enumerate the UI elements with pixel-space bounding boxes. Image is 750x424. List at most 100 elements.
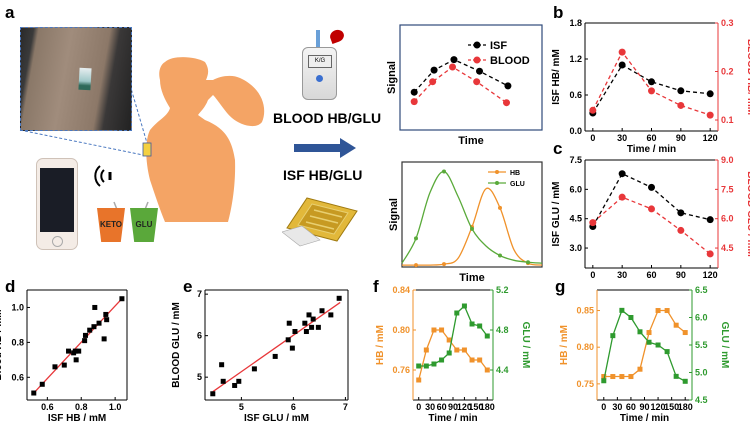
data-point xyxy=(469,321,475,327)
phone-home-button xyxy=(52,236,63,247)
panel-label-d: d xyxy=(5,277,16,296)
y2-tick-label: 0.2 xyxy=(721,66,734,76)
data-point xyxy=(682,378,688,384)
legend-marker xyxy=(473,41,481,49)
data-point xyxy=(103,311,109,317)
data-point xyxy=(477,357,483,363)
y-tick-label: 1.2 xyxy=(569,54,582,64)
data-point xyxy=(410,88,418,96)
y-tick-label: 0.6 xyxy=(569,90,582,100)
x-axis-label: Time xyxy=(458,135,483,147)
panel-label-c: c xyxy=(553,139,563,158)
y-tick-label: 0.8 xyxy=(11,337,24,347)
y2-axis-label: BLOOD HB/ mM xyxy=(745,39,750,115)
x-tick-label: 60 xyxy=(646,270,656,280)
data-point xyxy=(219,362,225,368)
y-axis-label: HB / mM xyxy=(375,325,386,365)
data-point xyxy=(232,382,238,388)
data-point xyxy=(336,295,342,301)
data-point xyxy=(292,329,298,335)
data-point xyxy=(484,367,490,373)
panel-label-a: a xyxy=(5,3,15,22)
data-point xyxy=(450,56,458,64)
y-tick-label: 0.0 xyxy=(569,126,582,136)
data-point xyxy=(87,327,93,333)
data-point xyxy=(706,250,714,258)
x-tick-label: 180 xyxy=(480,402,495,412)
x-tick-label: 180 xyxy=(678,402,693,412)
data-point xyxy=(310,316,316,322)
x-tick-label: 120 xyxy=(651,402,666,412)
data-point xyxy=(272,353,278,359)
data-point xyxy=(92,304,98,310)
data-point xyxy=(504,82,512,90)
sensor-patch xyxy=(142,142,152,157)
person-silhouette xyxy=(146,57,265,222)
data-point xyxy=(104,317,110,323)
x-tick-label: 60 xyxy=(437,402,447,412)
y-axis-label: Signal xyxy=(388,198,400,231)
y2-axis-label: BLOOD GLU / mM xyxy=(745,171,750,257)
data-point xyxy=(423,347,429,353)
plot-frame xyxy=(399,24,543,131)
x-tick-label: 30 xyxy=(612,402,622,412)
y2-tick-label: 6.5 xyxy=(695,285,708,295)
legend-label: BLOOD xyxy=(490,55,530,67)
x-tick-label: 150 xyxy=(468,402,483,412)
test-strip xyxy=(316,30,320,48)
illustration-svg xyxy=(19,57,265,222)
y-tick-label: 1.0 xyxy=(11,302,24,312)
data-point xyxy=(119,296,125,302)
data-point xyxy=(648,87,655,95)
phone-screen xyxy=(40,168,74,232)
y2-tick-label: 7.5 xyxy=(721,184,734,194)
y2-tick-label: 5.5 xyxy=(695,340,708,350)
data-point xyxy=(646,339,652,345)
data-point xyxy=(454,347,460,353)
data-point xyxy=(477,323,483,329)
data-point xyxy=(673,373,679,379)
data-point xyxy=(289,345,295,351)
y-axis-label: Signal xyxy=(386,61,398,94)
series-line-glu xyxy=(418,304,488,367)
data-point xyxy=(618,193,626,201)
x-axis-label: Time / min xyxy=(627,144,676,155)
zoom-line xyxy=(129,84,148,144)
keto-cup: KETO xyxy=(97,208,125,242)
isf-label: ISF HB/GLU xyxy=(283,167,363,183)
data-point xyxy=(706,90,714,98)
data-point xyxy=(618,170,626,178)
data-point xyxy=(82,332,88,338)
data-point xyxy=(416,363,422,369)
data-point xyxy=(220,378,226,384)
y-axis-label: ISF HB/ mM xyxy=(551,49,562,105)
data-point xyxy=(706,111,714,119)
x-tick-label: 120 xyxy=(703,270,718,280)
fit-line xyxy=(212,301,341,393)
y-tick-label: 6.0 xyxy=(569,184,582,194)
x-tick-label: 30 xyxy=(617,133,627,143)
zoom-line xyxy=(19,129,144,156)
data-point xyxy=(72,348,78,354)
data-point xyxy=(96,320,102,326)
data-point xyxy=(442,262,446,267)
y-axis-label: Blood HB / mM xyxy=(0,309,4,380)
x-tick-label: 0 xyxy=(590,270,595,280)
data-point xyxy=(429,78,437,86)
data-point xyxy=(446,350,452,356)
y2-axis-label: GLU / mM xyxy=(719,322,730,369)
data-point xyxy=(442,169,446,174)
panel-label-f: f xyxy=(373,277,379,296)
data-point xyxy=(526,260,530,265)
data-point xyxy=(461,303,467,309)
data-point xyxy=(655,308,661,314)
data-point xyxy=(601,378,607,384)
y2-tick-label: 4.5 xyxy=(721,243,734,253)
y2-tick-label: 5.0 xyxy=(695,368,708,378)
data-point xyxy=(286,320,292,326)
data-point xyxy=(251,366,257,372)
y-tick-label: 0.6 xyxy=(11,372,24,382)
